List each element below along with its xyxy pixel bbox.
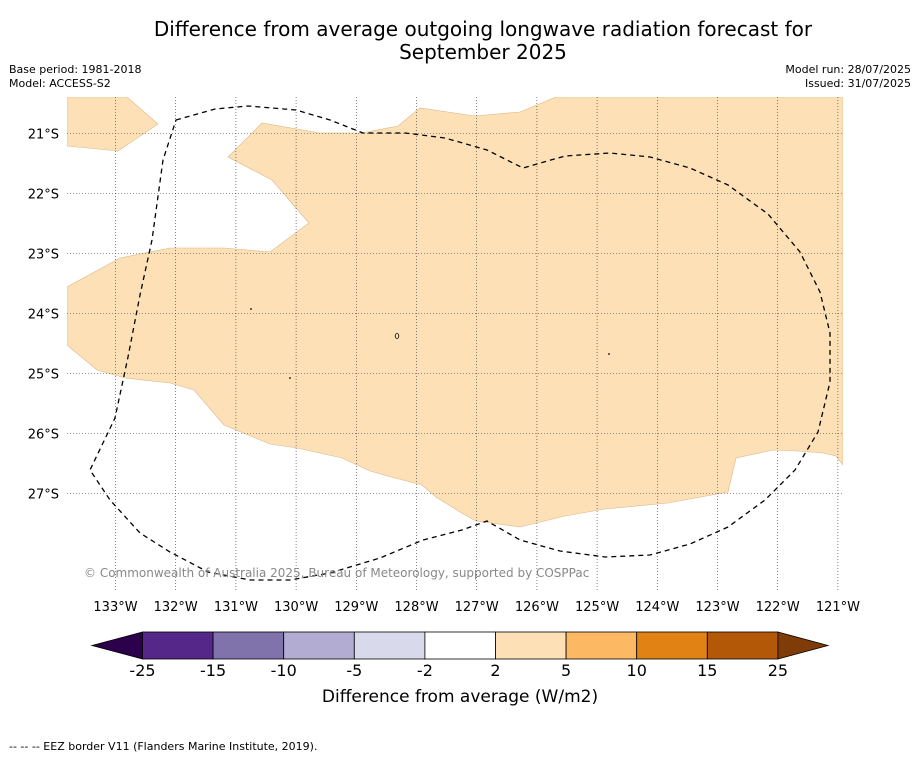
colorbar-title: Difference from average (W/m2)	[322, 687, 598, 707]
colorbar-segment	[283, 631, 355, 660]
colorbar-tick-label: 5	[561, 661, 571, 680]
eez-legend-note: -- -- -- EEZ border V11 (Flanders Marine…	[9, 740, 318, 753]
forecast-anomaly-region	[67, 97, 843, 528]
issued-date: Issued: 31/07/2025	[804, 77, 911, 90]
colorbar-tick-label: -15	[200, 661, 226, 680]
colorbar-segment	[565, 631, 638, 660]
speck-1	[250, 308, 252, 310]
longitude-label: 122°W	[756, 600, 800, 615]
colorbar-segment	[706, 631, 779, 660]
longitude-label: 129°W	[334, 600, 378, 615]
latitude-label: 26°S	[28, 428, 59, 443]
longitude-label: 128°W	[394, 600, 438, 615]
colorbar-extend-high	[777, 631, 830, 660]
longitude-label: 125°W	[575, 600, 619, 615]
colorbar-segment	[142, 631, 214, 660]
base-period: Base period: 1981-2018	[9, 63, 142, 76]
longitude-label: 123°W	[695, 600, 739, 615]
longitude-label: 130°W	[274, 600, 318, 615]
latitude-label: 24°S	[28, 308, 59, 323]
colorbar: -25 -15 -10 -5 -2 2 5 10 15 25	[90, 631, 830, 680]
colorbar-tick-label: 2	[490, 661, 500, 680]
axis-labels: 133°W 132°W 131°W 130°W 129°W 128°W 127°W 126°W…	[28, 128, 860, 616]
meta-right: Model run: 28/07/2025 Issued: 31/07/2025	[785, 63, 911, 91]
colorbar-tick-label: -10	[271, 661, 297, 680]
speck-3	[608, 353, 610, 355]
meta-left: Base period: 1981-2018 Model: ACCESS-S2	[9, 63, 141, 91]
longitude-label: 121°W	[816, 600, 860, 615]
colorbar-tick-label: -5	[346, 661, 362, 680]
speck-2	[289, 377, 291, 379]
map-panel: © Commonwealth of Australia 2025, Bureau…	[67, 97, 843, 590]
colorbar-extend-low	[90, 631, 143, 660]
latitude-label: 27°S	[28, 488, 59, 503]
colorbar-segment	[424, 631, 496, 660]
colorbar-tick-label: 25	[768, 661, 788, 680]
model-name: Model: ACCESS-S2	[9, 77, 111, 90]
colorbar-tick-label: -25	[129, 661, 155, 680]
colorbar-segment	[212, 631, 285, 660]
gridlines	[67, 97, 843, 590]
colorbar-tick-label: 10	[627, 661, 647, 680]
title-line-2: September 2025	[399, 40, 567, 64]
latitude-label: 25°S	[28, 368, 59, 383]
longitude-label: 126°W	[515, 600, 559, 615]
longitude-label: 127°W	[455, 600, 499, 615]
longitude-label: 133°W	[93, 600, 137, 615]
latitude-label: 23°S	[28, 248, 59, 263]
eez-border-dashed	[89, 105, 831, 581]
latitude-label: 21°S	[28, 128, 59, 143]
colorbar-segment	[353, 631, 426, 660]
title-line-1: Difference from average outgoing longwav…	[153, 17, 813, 41]
model-run: Model run: 28/07/2025	[785, 63, 911, 76]
speck-4	[394, 333, 400, 339]
chart-title: Difference from average outgoing longwav…	[0, 18, 919, 64]
colorbar-segment	[636, 631, 708, 660]
longitude-label: 131°W	[214, 600, 258, 615]
latitude-label: 22°S	[28, 188, 59, 203]
colorbar-segment	[495, 631, 567, 660]
colorbar-tick-label: -2	[417, 661, 433, 680]
longitude-label: 132°W	[154, 600, 198, 615]
colorbar-tick-label: 15	[697, 661, 717, 680]
longitude-label: 124°W	[635, 600, 679, 615]
copyright-watermark: © Commonwealth of Australia 2025, Bureau…	[84, 566, 589, 580]
